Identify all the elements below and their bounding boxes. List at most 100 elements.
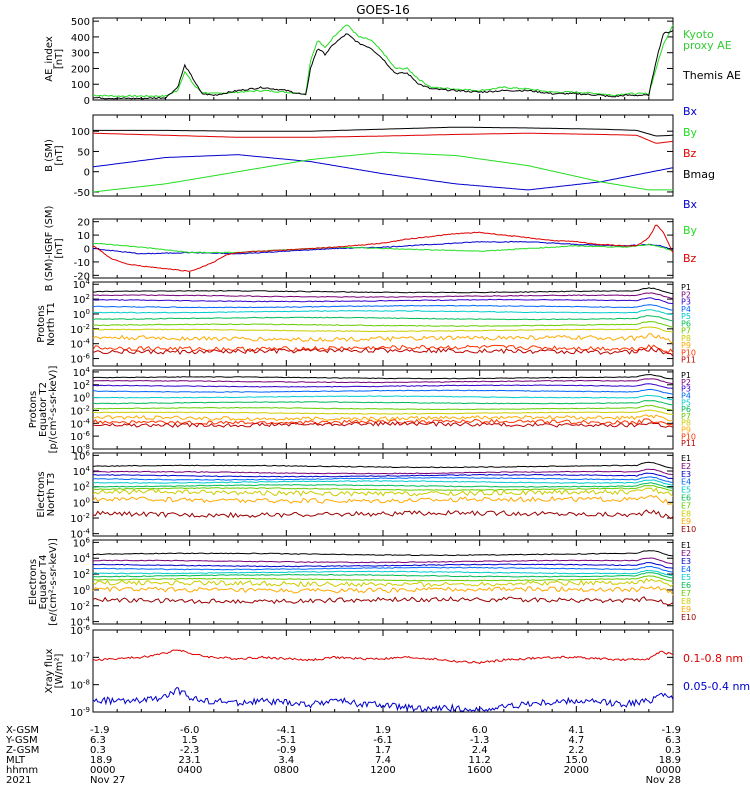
y-axis-label: Equator T4: [38, 555, 49, 610]
legend-entry: P5: [681, 398, 691, 407]
y-axis-unit: [e/(cm²-s-sr-keV)]: [48, 538, 59, 626]
channel-line-e10: [92, 509, 674, 520]
y-tick-label: 200: [71, 64, 90, 75]
y-axis-label: North T1: [46, 302, 57, 346]
y-tick-label: 10-8: [70, 679, 90, 692]
legend-entry: P10: [681, 432, 696, 441]
channel-line-p11: [92, 347, 674, 357]
x-axis-value: 1200: [370, 765, 395, 776]
channel-line-p4: [92, 304, 674, 311]
channel-line-e2: [92, 557, 674, 565]
channel-line-e4: [92, 476, 674, 483]
x-axis-row-label: MLT: [6, 755, 26, 766]
y-tick-label: 10-9: [70, 706, 90, 719]
x-axis-value: -1.9: [90, 725, 110, 736]
y-tick-label: -50: [74, 188, 90, 199]
series-line-0-1-0-8-nm: [92, 649, 674, 665]
channel-line-p2: [92, 292, 674, 299]
series-line-by: [92, 151, 673, 193]
y-tick-label: 0: [84, 96, 90, 107]
channel-line-p8: [92, 326, 674, 333]
y-axis-label: Protons: [28, 391, 39, 428]
channel-line-e8: [92, 577, 674, 588]
legend-entry: P1: [681, 371, 691, 380]
legend-entry: E9: [681, 517, 691, 526]
channel-line-e9: [92, 586, 674, 596]
channel-line-e5: [92, 479, 674, 486]
x-axis-value: 6.3: [665, 735, 681, 746]
panel-3: [92, 218, 674, 279]
legend-entry: By: [683, 224, 698, 237]
legend-entry: E7: [681, 589, 691, 598]
legend-entry: P4: [681, 391, 691, 400]
y-axis-unit: [nT]: [54, 238, 65, 258]
y-tick-label: 10: [77, 231, 90, 242]
y-tick-label: 10-2: [70, 512, 90, 525]
legend-entry: E6: [681, 494, 691, 503]
y-tick-label: 100: [71, 80, 90, 91]
y-tick-label: 106: [73, 449, 91, 462]
legend-entry: E5: [681, 486, 691, 495]
x-axis-value: 0800: [274, 765, 299, 776]
y-axis-label: B (SM): [44, 139, 55, 172]
x-axis-value: 11.2: [469, 755, 491, 766]
legend-entry: E2: [681, 549, 691, 558]
x-axis-value: 2000: [564, 765, 589, 776]
x-axis-value: 0.3: [665, 745, 681, 756]
legend-entry: P7: [681, 327, 691, 336]
y-tick-label: 102: [73, 293, 90, 306]
channel-line-e3: [92, 562, 674, 569]
y-tick-label: 100: [73, 392, 90, 405]
channel-line-p10: [92, 344, 674, 354]
x-axis-value: 0000: [90, 765, 115, 776]
channel-line-p4: [92, 388, 674, 395]
legend-entry: P8: [681, 419, 691, 428]
series-line-bz: [92, 132, 674, 144]
legend-entry: P11: [681, 439, 696, 448]
channel-line-e5: [92, 569, 674, 577]
series-line-bx: [92, 154, 674, 191]
y-tick-label: 100: [73, 496, 90, 509]
channel-line-p8: [93, 409, 674, 415]
legend-entry: P11: [681, 356, 696, 365]
legend-entry: E7: [681, 501, 691, 510]
x-axis-value: 0.3: [90, 745, 106, 756]
x-axis-value: 0400: [177, 765, 202, 776]
channel-line-p3: [92, 297, 674, 305]
x-axis-value: 15.0: [565, 755, 587, 766]
legend-entry: E3: [681, 470, 691, 479]
channel-line-e4: [92, 565, 674, 573]
legend-entry: E10: [681, 613, 696, 622]
x-axis-value: 7.4: [375, 755, 391, 766]
y-tick-label: 10-2: [70, 600, 90, 613]
y-tick-label: 10-4: [70, 616, 90, 629]
legend-entry: Kyoto: [683, 28, 714, 41]
x-axis-value: 6.3: [90, 735, 106, 746]
y-tick-label: 10-4: [70, 528, 90, 541]
channel-line-e6: [92, 482, 674, 489]
legend-entry: P6: [681, 319, 691, 328]
y-tick-label: 104: [73, 278, 91, 291]
channel-line-p1: [92, 374, 673, 380]
x-axis-value: 2.2: [568, 745, 584, 756]
channel-line-p1: [93, 287, 674, 295]
y-tick-label: 20: [77, 218, 90, 229]
channel-line-e6: [92, 572, 674, 579]
channel-line-p11: [92, 420, 674, 428]
y-axis-unit: [W/m²]: [54, 653, 65, 688]
legend-entry: E6: [681, 581, 691, 590]
channel-line-e7: [92, 575, 674, 582]
y-axis-label: North T3: [46, 473, 57, 517]
y-tick-label: 100: [73, 308, 90, 321]
x-axis-value: -6.1: [373, 735, 393, 746]
legend-entry: P3: [681, 298, 691, 307]
y-axis-label: AE_index: [44, 36, 55, 82]
x-axis-value: 18.9: [90, 755, 112, 766]
legend-entry: E8: [681, 509, 691, 518]
series-line-bz: [92, 224, 674, 272]
channel-line-p6: [92, 315, 674, 322]
channel-line-e1: [93, 550, 674, 557]
legend-entry: P2: [681, 290, 691, 299]
